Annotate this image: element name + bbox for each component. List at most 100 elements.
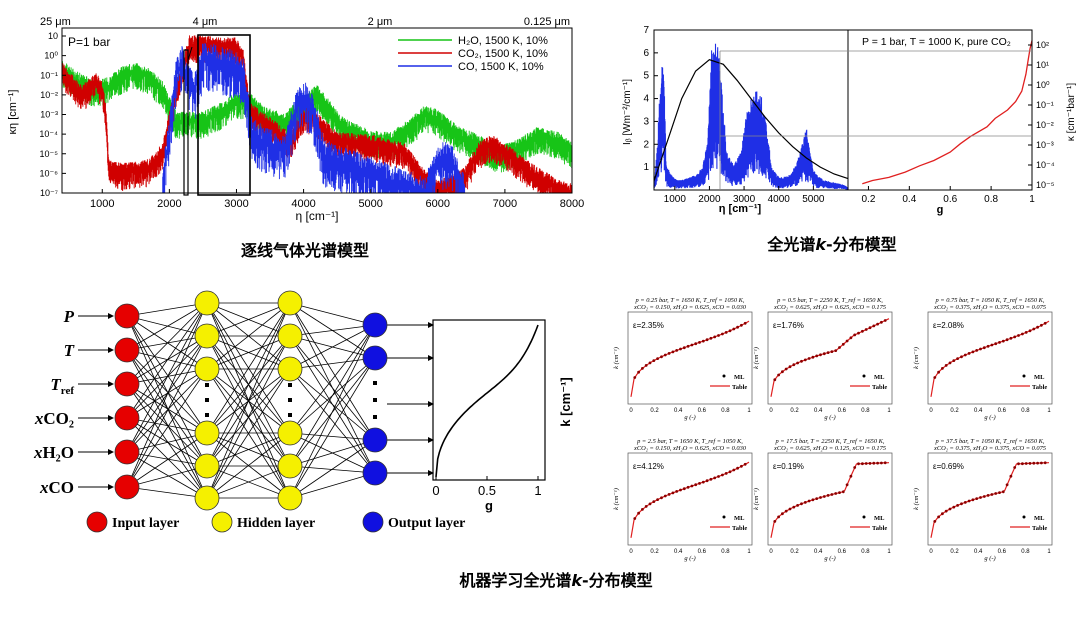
ml-point [1028, 462, 1032, 465]
inset-xlabel: g [485, 498, 493, 513]
ml-point [864, 328, 868, 331]
ml-xtick-label: 1 [747, 549, 751, 555]
network-edge [126, 368, 208, 488]
ml-point [1028, 329, 1032, 333]
ml-point [1013, 335, 1017, 339]
ml-point [800, 502, 803, 506]
ml-legend-dot [862, 515, 866, 519]
ml-xtick-label: 0.2 [650, 549, 659, 555]
ml-point [880, 320, 883, 324]
network-edge [289, 335, 376, 441]
ml-point [679, 488, 682, 492]
ml-panel-header2: xCO₂ = 0.375, xH₂O = 0.375, xCO = 0.075 [933, 304, 1046, 311]
network-edge [206, 432, 291, 467]
ml-point [709, 477, 713, 481]
fsk-planck-curve [653, 59, 849, 182]
network-edge [126, 302, 208, 351]
fsk-right-xtick-label: 0.2 [861, 194, 875, 205]
ml-xtick-label: 0.8 [861, 549, 870, 555]
ml-point [663, 494, 667, 498]
ml-point [705, 338, 709, 342]
legend-node [86, 511, 108, 533]
ml-point [686, 485, 690, 489]
lbl-xtick-label: 4000 [291, 198, 315, 210]
ml-point [937, 515, 940, 519]
ml-point [1013, 466, 1017, 469]
network-edge [206, 302, 291, 499]
ml-point [815, 354, 819, 358]
ml-point [982, 346, 986, 350]
fsk-panel: P = 1 bar, T = 1000 K, pure CO₂ 1000 2000… [622, 25, 1077, 216]
ml-point [986, 494, 990, 497]
ml-xtick-label: 0 [629, 408, 633, 414]
ml-panel-header2: xCO₂ = 0.625, xH₂O = 0.625, xCO = 0.175 [773, 304, 886, 311]
fsk-xlabel-left: η [cm⁻¹] [719, 203, 762, 215]
network-edge [126, 335, 208, 488]
lbl-x-ticks: 1000 2000 3000 4000 5000 6000 7000 8000 [90, 189, 584, 210]
lbl-xtick-label: 2000 [157, 198, 181, 210]
fsk-right-ytick-label: 10⁻² [1036, 120, 1054, 130]
ml-point [732, 468, 736, 472]
ml-panel-frame [767, 452, 893, 546]
fsk-ticks: 1000 2000 3000 4000 5000 1 2 3 4 5 6 7 0.2 0.4 0.6 0.8 1… [643, 25, 1054, 205]
hidden-node [277, 420, 303, 446]
fsk-left-ytick-label: 3 [643, 116, 649, 127]
ml-panel: p = 0.25 bar, T = 1650 K, T_ref = 1050 K… [613, 297, 753, 421]
ml-point [663, 353, 667, 357]
network-edge [126, 383, 208, 467]
lbl-ytick-label: 10⁰ [44, 51, 58, 61]
ml-point [633, 376, 637, 379]
ml-point [800, 359, 803, 363]
network-edge [126, 486, 208, 499]
network-edge [289, 439, 376, 467]
network-edge [126, 383, 208, 434]
ml-panel: p = 37.5 bar, T = 1050 K, T_ref = 1650 K… [913, 438, 1053, 562]
hidden-ellipsis-dot [205, 383, 209, 387]
ml-point [819, 353, 822, 357]
caption-ml-post: -分布模型 [582, 571, 653, 590]
network-nodes [114, 290, 388, 511]
lbl-xtick-label: 3000 [224, 198, 248, 210]
lbl-series-2 [162, 43, 466, 193]
caption-lbl: 逐线气体光谱模型 [241, 241, 369, 260]
ml-point [701, 480, 705, 484]
lbl-top-label: 25 μm [40, 16, 71, 28]
ml-point [826, 494, 830, 497]
inset-xtick-label: 1 [534, 483, 541, 498]
lbl-ytick-label: 10⁻⁴ [39, 129, 58, 139]
ml-point [724, 472, 728, 475]
ml-point [740, 323, 743, 327]
ml-point [944, 509, 948, 513]
ml-ylabel: k (cm⁻¹) [753, 488, 760, 510]
ml-point [1040, 461, 1043, 465]
hidden-node [277, 290, 303, 316]
ml-xtick-label: 0.2 [950, 408, 959, 414]
network-edge [289, 368, 376, 441]
network-edge [206, 432, 291, 499]
ml-point [1009, 336, 1013, 340]
ml-panel-error: ε=2.08% [933, 321, 964, 330]
ml-xtick-label: 0 [629, 549, 633, 555]
ml-xtick-label: 0.8 [721, 549, 730, 555]
ml-point [717, 475, 720, 478]
network-edge [126, 302, 208, 453]
ml-point [975, 497, 979, 500]
network-edge [126, 451, 208, 467]
caption-ml-pre: 机器学习全光谱 [459, 571, 571, 590]
ml-xlabel: g (-) [684, 414, 695, 421]
fsk-left-xtick-label: 3000 [733, 194, 756, 205]
ml-xtick-label: 0.8 [721, 408, 730, 414]
ml-xtick-label: 1 [1047, 408, 1051, 414]
ml-point [1017, 462, 1020, 466]
ml-legend-dot [1022, 374, 1026, 378]
fsk-annotation: P = 1 bar, T = 1000 K, pure CO₂ [862, 36, 1011, 48]
fsk-left-ytick-label: 2 [643, 139, 649, 150]
fsk-k-curve [862, 40, 1033, 185]
ml-legend-ml: ML [874, 515, 885, 522]
ml-xlabel: g (-) [984, 555, 995, 562]
ml-xtick-label: 0.4 [674, 408, 683, 414]
ml-point [971, 498, 975, 502]
ml-point [963, 501, 967, 504]
input-node [114, 371, 140, 397]
network-edge [126, 315, 208, 499]
